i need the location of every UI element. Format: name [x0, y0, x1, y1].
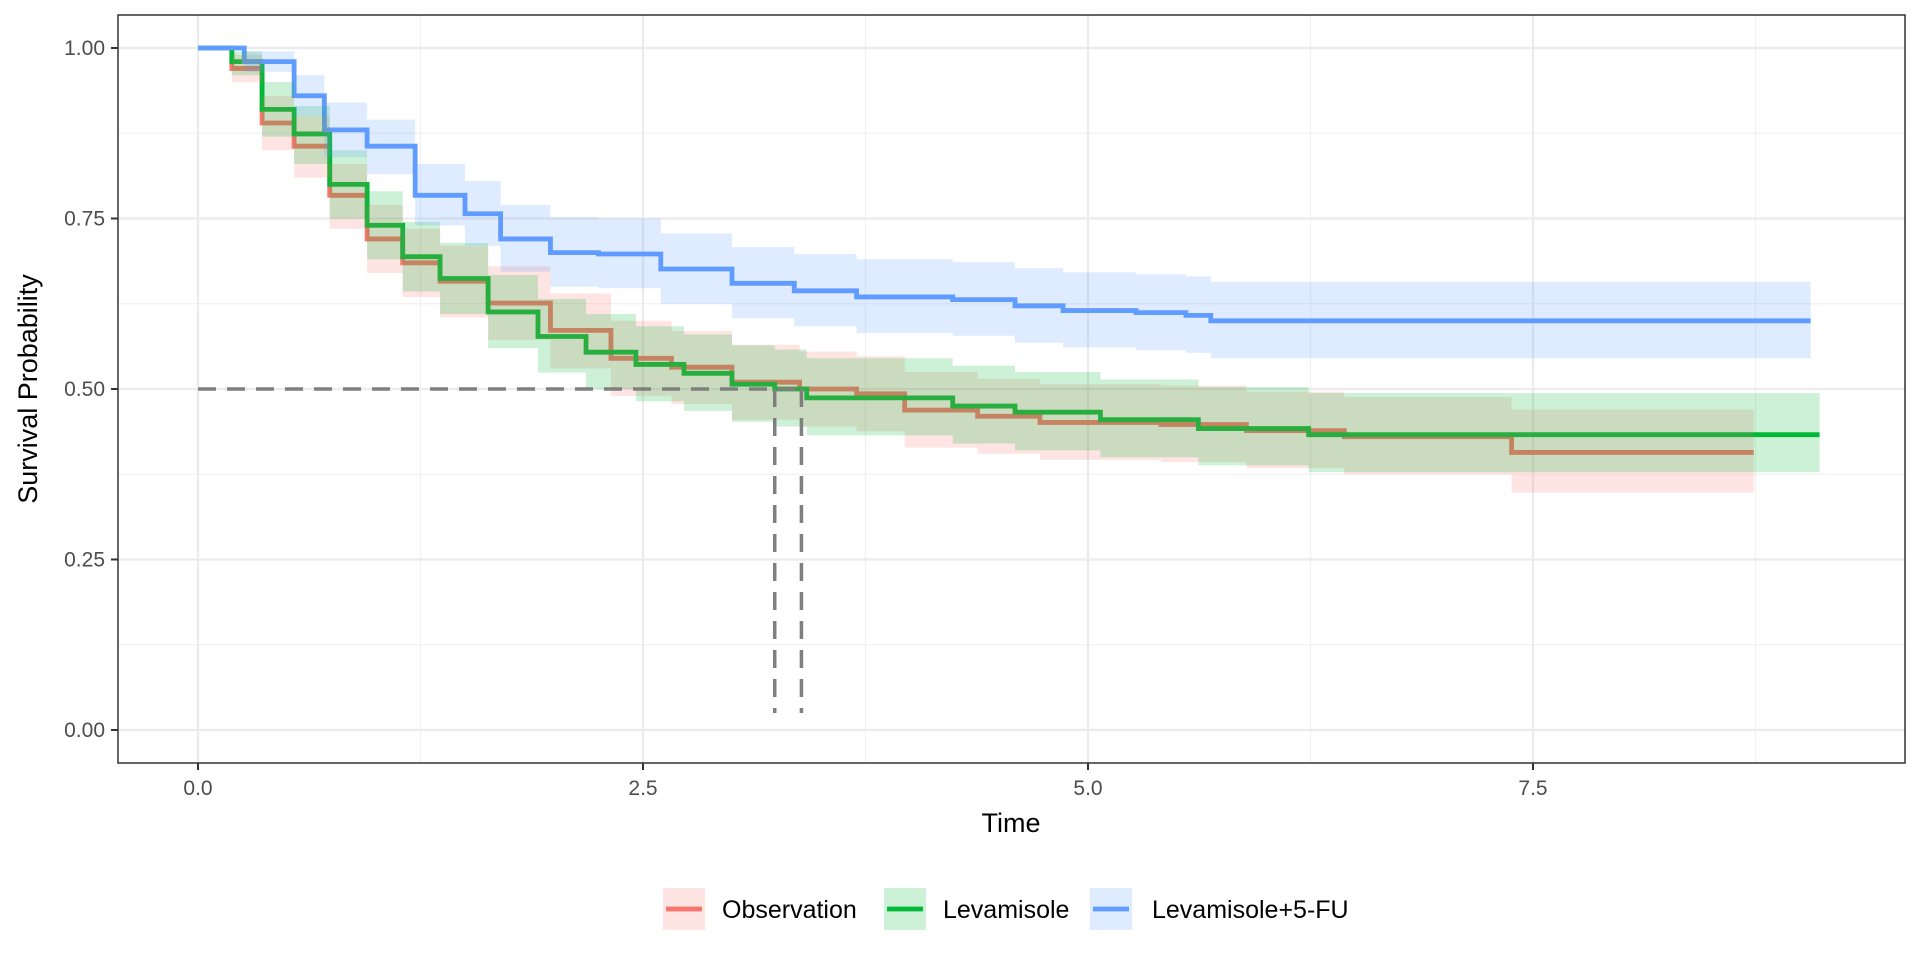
curve-levamisole-5-fu: [198, 45, 1811, 324]
median-lines: [198, 387, 804, 713]
grid: [118, 15, 1905, 763]
x-tick-label: 0.0: [183, 777, 212, 800]
y-tick-label: 0.00: [64, 719, 105, 742]
x-tick-label: 2.5: [628, 777, 657, 800]
ribbon-levamisole: [198, 48, 1820, 473]
ribbon-observation: [198, 48, 1754, 493]
legend-item-levamisole-5-fu: Levamisole+5-FU: [1090, 888, 1349, 930]
y-tick-label: 0.75: [64, 208, 105, 231]
ribbon-levamisole-5-fu: [198, 48, 1811, 359]
legend-label: Observation: [722, 896, 857, 924]
axes: 0.0 2.5 5.0 7.5 0.00 0.25 0.50 0.75 1.00: [64, 37, 1547, 800]
legend: Observation Levamisole Levamisole+5-FU: [663, 888, 1349, 930]
y-tick-label: 0.25: [64, 549, 105, 572]
legend-label: Levamisole+5-FU: [1152, 896, 1349, 924]
confidence-ribbons-overlay: [198, 48, 1820, 493]
x-axis-title: Time: [982, 808, 1041, 838]
y-tick-label: 1.00: [64, 37, 105, 60]
y-tick-label: 0.50: [64, 378, 105, 401]
curve-levamisole: [198, 45, 1820, 438]
survival-curves: [198, 45, 1820, 455]
x-tick-label: 5.0: [1073, 777, 1102, 800]
y-axis-title: Survival Probability: [13, 274, 43, 504]
x-tick-label: 7.5: [1518, 777, 1547, 800]
legend-item-levamisole: Levamisole: [884, 888, 1069, 930]
legend-item-observation: Observation: [663, 888, 857, 930]
legend-label: Levamisole: [943, 896, 1069, 924]
